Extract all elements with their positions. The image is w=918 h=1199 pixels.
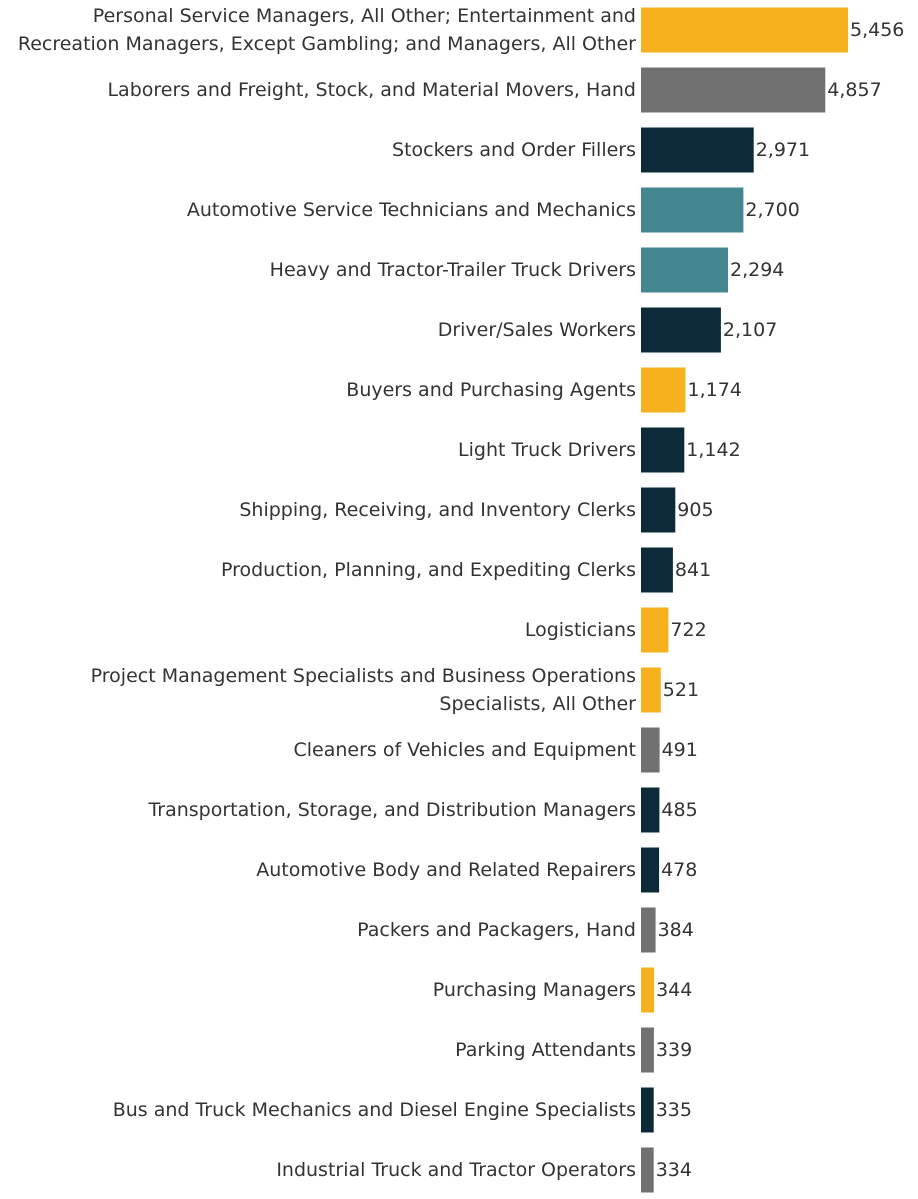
value-label: 344: [656, 979, 692, 1001]
category-label: Project Management Specialists and Busin…: [91, 665, 636, 687]
bars-layer: [641, 7, 848, 1193]
value-label: 905: [677, 499, 713, 521]
bar: [641, 547, 673, 593]
value-label: 491: [662, 739, 698, 761]
category-label: Laborers and Freight, Stock, and Materia…: [107, 79, 636, 101]
category-label: Parking Attendants: [455, 1039, 636, 1061]
value-label: 2,107: [723, 319, 777, 341]
bar: [641, 247, 728, 293]
bar: [641, 847, 660, 893]
bar: [641, 1147, 654, 1193]
category-label: Personal Service Managers, All Other; En…: [93, 5, 636, 27]
category-label: Stockers and Order Fillers: [392, 139, 636, 161]
value-label: 722: [670, 619, 706, 641]
category-label: Logisticians: [525, 619, 636, 641]
bar: [641, 487, 676, 533]
category-label: Cleaners of Vehicles and Equipment: [293, 739, 636, 761]
value-label: 485: [661, 799, 697, 821]
category-label: Automotive Body and Related Repairers: [256, 859, 636, 881]
category-label: Industrial Truck and Tractor Operators: [276, 1159, 636, 1181]
bar: [641, 787, 660, 833]
bar: [641, 67, 826, 113]
value-label: 841: [675, 559, 711, 581]
value-label: 1,174: [688, 379, 742, 401]
bar: [641, 1027, 654, 1073]
value-label: 5,456: [850, 19, 904, 41]
category-label: Recreation Managers, Except Gambling; an…: [18, 33, 636, 55]
value-label: 339: [656, 1039, 692, 1061]
bar: [641, 967, 655, 1013]
category-label: Packers and Packagers, Hand: [357, 919, 636, 941]
category-label: Heavy and Tractor-Trailer Truck Drivers: [270, 259, 636, 281]
value-label: 2,971: [756, 139, 810, 161]
category-label: Buyers and Purchasing Agents: [346, 379, 636, 401]
bar: [641, 7, 848, 53]
value-labels-layer: 5,456 4,857 2,971 2,700 2,294 2,107 1,174 1,142…: [656, 19, 905, 1181]
bar: [641, 307, 721, 353]
value-label: 478: [661, 859, 697, 881]
category-label: Purchasing Managers: [433, 979, 636, 1001]
category-labels-layer: Personal Service Managers, All Other; En…: [18, 5, 636, 1181]
category-label: Light Truck Drivers: [458, 439, 636, 461]
category-label: Bus and Truck Mechanics and Diesel Engin…: [113, 1099, 636, 1121]
value-label: 521: [663, 679, 699, 701]
bar: [641, 187, 744, 233]
value-label: 1,142: [686, 439, 740, 461]
category-label: Driver/Sales Workers: [438, 319, 636, 341]
value-label: 334: [656, 1159, 692, 1181]
bar: [641, 127, 754, 173]
bar: [641, 727, 660, 773]
bar: [641, 1087, 654, 1133]
bar: [641, 667, 661, 713]
value-label: 335: [656, 1099, 692, 1121]
category-label: Production, Planning, and Expediting Cle…: [221, 559, 636, 581]
value-label: 2,294: [730, 259, 784, 281]
bar: [641, 367, 686, 413]
bar: [641, 607, 669, 653]
bar: [641, 907, 656, 953]
category-label: Specialists, All Other: [439, 693, 636, 715]
bar: [641, 427, 685, 473]
value-label: 4,857: [827, 79, 881, 101]
category-label: Transportation, Storage, and Distributio…: [147, 799, 636, 821]
value-label: 2,700: [745, 199, 799, 221]
value-label: 384: [658, 919, 694, 941]
category-label: Automotive Service Technicians and Mecha…: [187, 199, 636, 221]
category-label: Shipping, Receiving, and Inventory Clerk…: [239, 499, 636, 521]
